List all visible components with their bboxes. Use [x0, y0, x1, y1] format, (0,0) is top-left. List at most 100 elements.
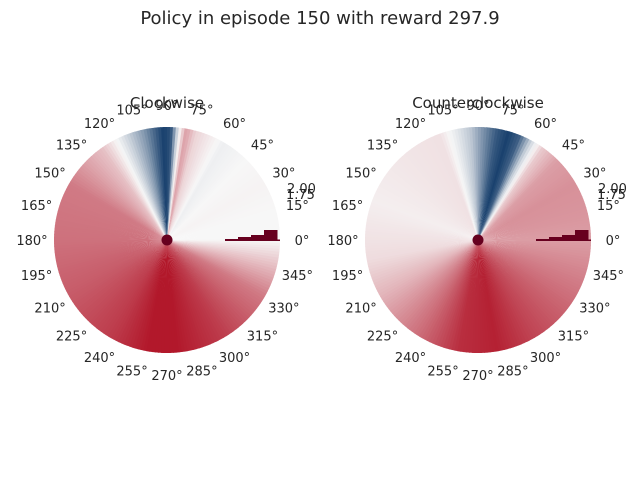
heatmap-wedge — [64, 188, 167, 240]
heatmap-wedge — [478, 127, 487, 240]
heatmap-wedge — [167, 240, 264, 302]
heatmap-wedge — [478, 240, 543, 335]
heatmap-wedge — [365, 231, 478, 240]
heatmap-wedge — [478, 240, 536, 340]
heatmap-wedge — [98, 240, 167, 332]
angle-tick-label: 0° — [295, 234, 310, 249]
heatmap-wedge — [167, 127, 185, 240]
heatmap-wedge — [394, 240, 478, 319]
heatmap-wedge — [478, 240, 548, 332]
heatmap-wedge — [167, 240, 227, 338]
heatmap-wedge — [478, 132, 516, 240]
heatmap-wedge — [167, 240, 261, 307]
center-marker-counterclockwise — [472, 234, 484, 246]
heatmap-wedge — [367, 213, 478, 240]
heatmap-wedge — [478, 143, 540, 240]
heatmap-wedge — [93, 152, 167, 240]
heatmap-wedge — [478, 128, 499, 240]
heatmap-wedge — [469, 240, 478, 353]
heatmap-wedge — [364, 237, 478, 241]
heatmap-wedge — [167, 128, 191, 240]
heatmap-wedge — [410, 146, 478, 240]
heatmap-wedge — [70, 240, 167, 303]
bar-baseline-clockwise — [225, 239, 280, 241]
radius-tick-label: 2.00 — [287, 182, 316, 197]
heatmap-wedge — [383, 240, 478, 305]
angle-tick-label: 300° — [530, 351, 561, 366]
bar-counterclockwise — [562, 235, 576, 241]
angle-tick-label: 60° — [223, 117, 246, 132]
heatmap-wedge — [73, 173, 167, 240]
heatmap-wedge — [478, 240, 591, 258]
chart-title-clockwise: Clockwise — [130, 94, 204, 112]
angle-tick-label: 195° — [21, 269, 52, 284]
heatmap-wedge — [167, 240, 258, 312]
heatmap-wedge — [369, 205, 478, 240]
heatmap-wedge — [457, 240, 478, 352]
heatmap-wedge — [478, 240, 570, 309]
heatmap-wedge — [478, 240, 588, 273]
heatmap-wedge — [167, 149, 239, 240]
heatmap-wedge — [376, 186, 478, 240]
angle-tick-label: 120° — [395, 117, 426, 132]
heatmap-wedge — [95, 240, 167, 331]
heatmap-wedge — [420, 140, 478, 240]
heatmap-wedge — [380, 240, 478, 300]
heatmap-wedge — [167, 240, 254, 316]
heatmap-wedge — [61, 196, 167, 240]
heatmap-wedge — [478, 240, 574, 305]
heatmap-wedge — [377, 240, 478, 295]
heatmap-wedge — [432, 240, 478, 345]
heatmap-wedge — [82, 162, 167, 240]
heatmap-wedge — [370, 202, 478, 240]
heatmap-wedge — [437, 240, 478, 347]
heatmap-wedge — [167, 240, 273, 284]
heatmap-wedge — [401, 154, 478, 240]
heatmap-wedge — [448, 240, 478, 351]
heatmap-wedge — [478, 240, 586, 278]
heatmap-wedge — [134, 240, 167, 350]
bar-clockwise — [251, 235, 265, 241]
heatmap-wedge — [375, 188, 478, 240]
heatmap-wedge — [155, 240, 167, 353]
heatmap-wedge — [167, 135, 213, 240]
heatmap-wedge — [167, 240, 270, 292]
heatmap-wedge — [58, 205, 167, 240]
heatmap-wedge — [63, 191, 167, 240]
heatmap-wedge — [167, 240, 279, 261]
angle-tick-label: 45° — [251, 139, 274, 154]
angle-tick-label: 90° — [155, 99, 178, 114]
heatmap-wedge — [167, 127, 179, 240]
heatmap-wedge — [388, 240, 478, 312]
heatmap-wedge — [374, 191, 478, 240]
heatmap-wedge — [404, 240, 478, 329]
heatmap-wedge — [87, 240, 167, 323]
bars-counterclockwise — [536, 230, 591, 241]
heatmap-wedge — [478, 240, 565, 316]
heatmap-wedge — [478, 185, 579, 240]
heatmap-wedge — [365, 225, 478, 240]
heatmap-wedge — [478, 240, 541, 337]
angle-tick-label: 150° — [345, 167, 376, 182]
heatmap-wedge — [478, 138, 532, 240]
heatmap-wedge — [478, 151, 552, 240]
heatmap-wedge — [143, 240, 167, 352]
heatmap-wedge — [115, 240, 167, 343]
heatmap-wedge — [57, 207, 167, 240]
heatmap-wedge — [167, 137, 219, 240]
heatmap-wedge — [110, 240, 167, 340]
heatmap-wedge — [365, 228, 478, 240]
heatmap-wedge — [167, 127, 182, 240]
heatmap-wedge — [478, 240, 591, 255]
angle-tick-label: 0° — [606, 234, 621, 249]
heatmap-wedge — [366, 219, 478, 240]
heatmap-wedge — [477, 127, 481, 240]
heatmap-wedge — [167, 240, 280, 246]
heatmap-wedge — [161, 240, 167, 353]
heatmap-wedge — [365, 234, 478, 240]
heatmap-wedge — [478, 127, 493, 240]
angle-ticks-clockwise: 0° 15° 30° 45° 60° 75° 90° 105°120° 135° 150° 165°… — [16, 99, 313, 384]
heatmap-wedge — [167, 182, 267, 240]
heatmap-wedge — [478, 137, 530, 240]
